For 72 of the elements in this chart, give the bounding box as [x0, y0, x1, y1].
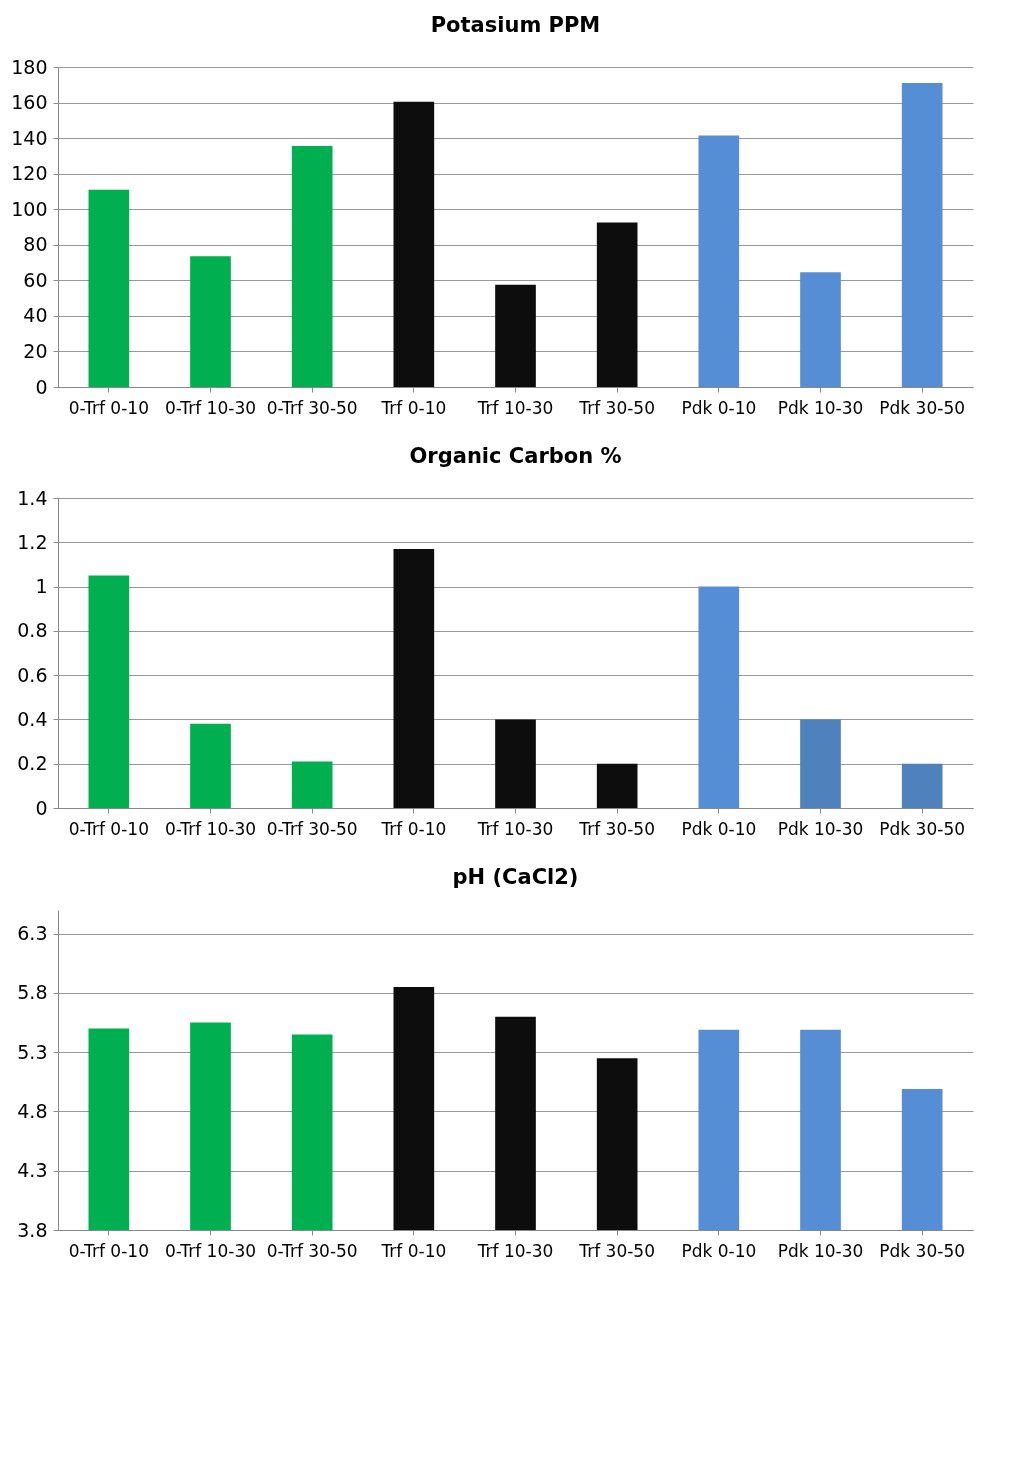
y-tick-label: 0.4: [17, 707, 48, 730]
y-tick-label: 0.2: [17, 752, 48, 775]
x-tick-label: 0-Trf 0-10: [68, 818, 149, 839]
x-tick-label: Pdk 0-10: [681, 397, 757, 418]
x-tick-label: Trf 30-50: [578, 1240, 655, 1261]
x-tick-label: Pdk 0-10: [681, 1240, 757, 1261]
y-tick-label: 40: [23, 304, 48, 327]
x-tick-label: Pdk 10-30: [777, 1240, 864, 1261]
x-tick-label: 0-Trf 10-30: [164, 818, 257, 839]
x-tick-label: 0-Trf 10-30: [164, 397, 257, 418]
bar: [291, 146, 333, 387]
x-tick-label: Trf 10-30: [476, 818, 554, 839]
x-tick-label: Trf 10-30: [476, 397, 554, 418]
bar: [698, 135, 740, 387]
y-tick-label: 80: [23, 233, 48, 256]
bar: [596, 222, 638, 387]
bar: [88, 189, 130, 387]
bar: [393, 548, 435, 808]
x-tick-label: Pdk 10-30: [777, 397, 864, 418]
y-tick-label: 0: [35, 375, 48, 398]
x-tick-label: Trf 30-50: [578, 818, 655, 839]
bar: [393, 101, 435, 387]
x-tick-label: 0-Trf 30-50: [266, 1240, 358, 1261]
bar: [901, 763, 943, 808]
x-tick-label: Trf 0-10: [380, 1240, 447, 1261]
y-tick-label: 20: [23, 339, 48, 362]
y-tick-label: 5.3: [17, 1040, 48, 1063]
bar: [698, 586, 740, 808]
y-tick-label: 160: [11, 91, 48, 114]
y-tick-label: 0.8: [17, 619, 48, 642]
x-tick-label: Pdk 30-50: [879, 1240, 966, 1261]
bar: [800, 719, 841, 808]
y-tick-label: 6.3: [17, 922, 48, 945]
x-tick-label: Pdk 0-10: [681, 818, 757, 839]
y-tick-label: 3.8: [17, 1218, 48, 1241]
chart-title: Potasium PPM: [430, 13, 601, 37]
y-tick-label: 0: [35, 796, 48, 819]
y-tick-label: 1.4: [17, 486, 48, 509]
y-tick-label: 140: [11, 126, 48, 149]
x-tick-label: Trf 10-30: [476, 1240, 554, 1261]
x-tick-label: 0-Trf 0-10: [68, 397, 149, 418]
x-tick-label: Trf 0-10: [380, 397, 447, 418]
y-tick-label: 5.8: [17, 981, 48, 1004]
y-tick-label: 60: [23, 268, 48, 291]
x-tick-label: Trf 30-50: [578, 397, 655, 418]
x-tick-label: 0-Trf 30-50: [266, 818, 358, 839]
x-tick-label: 0-Trf 30-50: [266, 397, 358, 418]
y-tick-label: 1: [35, 575, 48, 598]
bar: [495, 284, 536, 387]
x-tick-label: Pdk 10-30: [777, 818, 864, 839]
y-tick-label: 180: [11, 55, 48, 78]
x-tick-label: 0-Trf 10-30: [164, 1240, 257, 1261]
bar: [190, 723, 231, 808]
y-tick-label: 4.8: [17, 1099, 48, 1122]
x-tick-label: Pdk 30-50: [879, 818, 966, 839]
y-tick-label: 4.3: [17, 1159, 48, 1182]
y-tick-label: 0.6: [17, 663, 48, 686]
y-tick-label: 100: [11, 197, 48, 220]
bar: [596, 763, 638, 808]
bar: [495, 719, 536, 808]
bar: [88, 575, 130, 808]
bar: [901, 83, 943, 387]
x-tick-label: 0-Trf 0-10: [68, 1240, 149, 1261]
x-tick-label: Pdk 30-50: [879, 397, 966, 418]
bar: [800, 272, 841, 387]
y-tick-label: 120: [11, 162, 48, 185]
x-tick-label: Trf 0-10: [380, 818, 447, 839]
chart-title: Organic Carbon %: [409, 444, 622, 468]
y-tick-label: 1.2: [17, 530, 48, 553]
bar: [291, 761, 333, 808]
chart-title: pH (CaCl2): [452, 865, 579, 889]
bar: [190, 256, 231, 387]
